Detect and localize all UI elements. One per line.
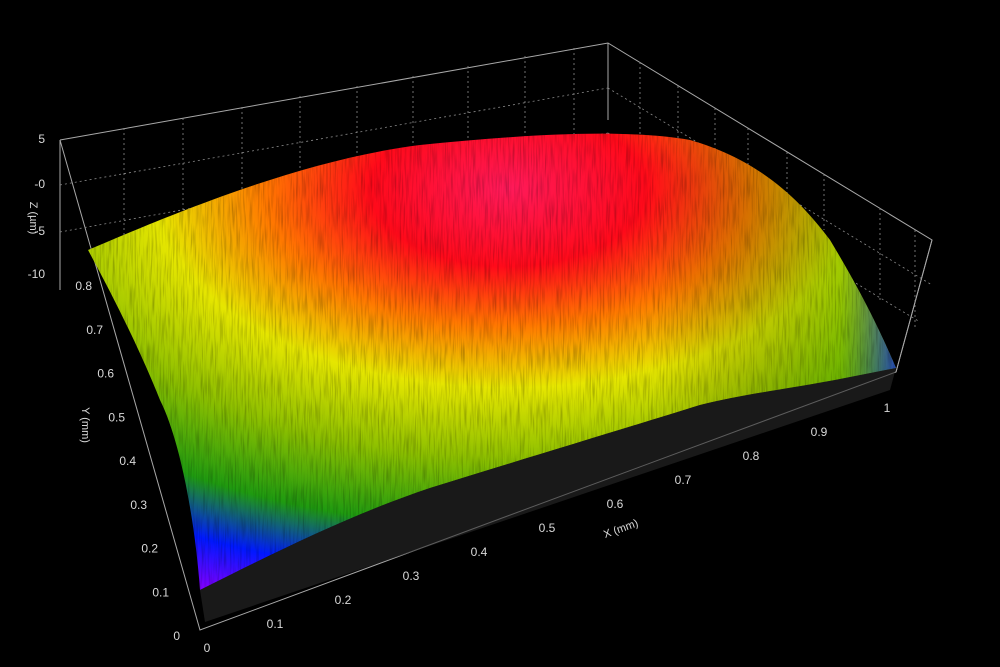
x-tick-label: 0.7 xyxy=(675,473,692,487)
axis-box xyxy=(59,42,933,631)
x-tick-label: 0.3 xyxy=(403,569,420,583)
z-ticks: -10 -5 -0 5 xyxy=(28,132,46,281)
y-tick-label: 0.7 xyxy=(86,323,103,337)
y-tick-label: 0.3 xyxy=(130,498,147,512)
x-tick-label: 0.9 xyxy=(811,425,828,439)
y-tick-label: 0.6 xyxy=(97,367,114,381)
y-tick-label: 0.4 xyxy=(119,454,136,468)
z-tick-label: -0 xyxy=(34,177,45,191)
surface xyxy=(88,133,896,622)
y-tick-label: 0 xyxy=(173,629,180,643)
y-tick-label: 0.1 xyxy=(152,585,169,599)
y-tick-label: 0.2 xyxy=(141,542,158,556)
y-tick-label: 0.8 xyxy=(75,279,92,293)
z-tick-label: 5 xyxy=(38,132,45,146)
x-axis-label: X (mm) xyxy=(602,517,640,541)
x-tick-label: 0.6 xyxy=(607,497,624,511)
y-ticks: 0 0.1 0.2 0.3 0.4 0.5 0.6 0.7 0.8 xyxy=(75,279,180,643)
x-ticks: 0 0.1 0.2 0.3 0.4 0.5 0.6 0.7 0.8 0.9 1 xyxy=(204,401,891,655)
y-axis-label: Y (mm) xyxy=(79,407,91,443)
x-tick-label: 0.8 xyxy=(743,449,760,463)
x-tick-label: 0.2 xyxy=(335,593,352,607)
x-tick-label: 0.1 xyxy=(267,617,284,631)
z-tick-label: -5 xyxy=(34,224,45,238)
z-axis-label: Z (µm) xyxy=(27,202,39,235)
x-tick-label: 0.4 xyxy=(471,545,488,559)
y-tick-label: 0.5 xyxy=(108,410,125,424)
z-tick-label: -10 xyxy=(28,267,46,281)
x-tick-label: 0 xyxy=(204,641,211,655)
x-tick-label: 0.5 xyxy=(539,521,556,535)
x-tick-label: 1 xyxy=(884,401,891,415)
